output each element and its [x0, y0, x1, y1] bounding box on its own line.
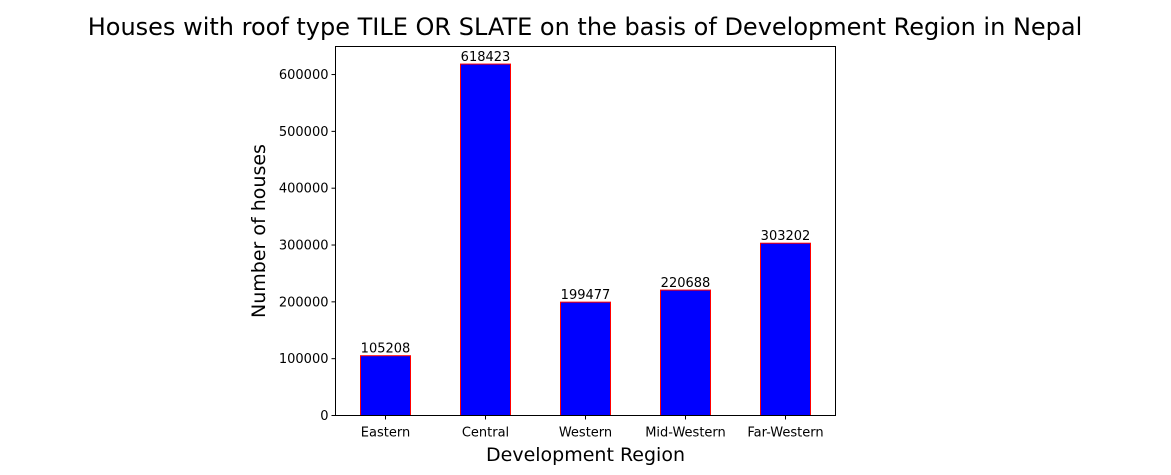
x-tick-label: Western: [559, 426, 612, 441]
bar: [760, 242, 811, 416]
y-tick-label: 300000: [279, 239, 329, 254]
y-tick-label: 200000: [279, 295, 329, 310]
plot-area: 0 100000 200000 300000 400000 500000 600000 Eas…: [279, 50, 824, 440]
data-label: 618423: [461, 50, 511, 65]
data-label: 105208: [361, 342, 411, 357]
bar: [360, 355, 411, 417]
y-tick-label: 600000: [279, 68, 329, 83]
bar: [460, 63, 511, 416]
y-tick-label: 500000: [279, 125, 329, 140]
axes-frame: [335, 46, 836, 416]
data-label: 220688: [661, 276, 711, 291]
x-tick-label: Far-Western: [747, 426, 823, 441]
chart-title: Houses with roof type TILE OR SLATE on t…: [88, 13, 1083, 41]
data-label: 303202: [761, 229, 811, 244]
x-axis-label: Development Region: [486, 444, 685, 466]
data-label: 199477: [561, 288, 611, 303]
bar: [660, 289, 711, 416]
y-tick-label: 400000: [279, 182, 329, 197]
y-axis-label: Number of houses: [248, 144, 270, 318]
x-tick-label: Eastern: [361, 426, 410, 441]
x-tick-label: Central: [462, 426, 509, 441]
y-tick-label: 0: [320, 409, 328, 424]
bar: [560, 301, 611, 416]
x-tick-label: Mid-Western: [645, 426, 726, 441]
y-tick-label: 100000: [279, 352, 329, 367]
